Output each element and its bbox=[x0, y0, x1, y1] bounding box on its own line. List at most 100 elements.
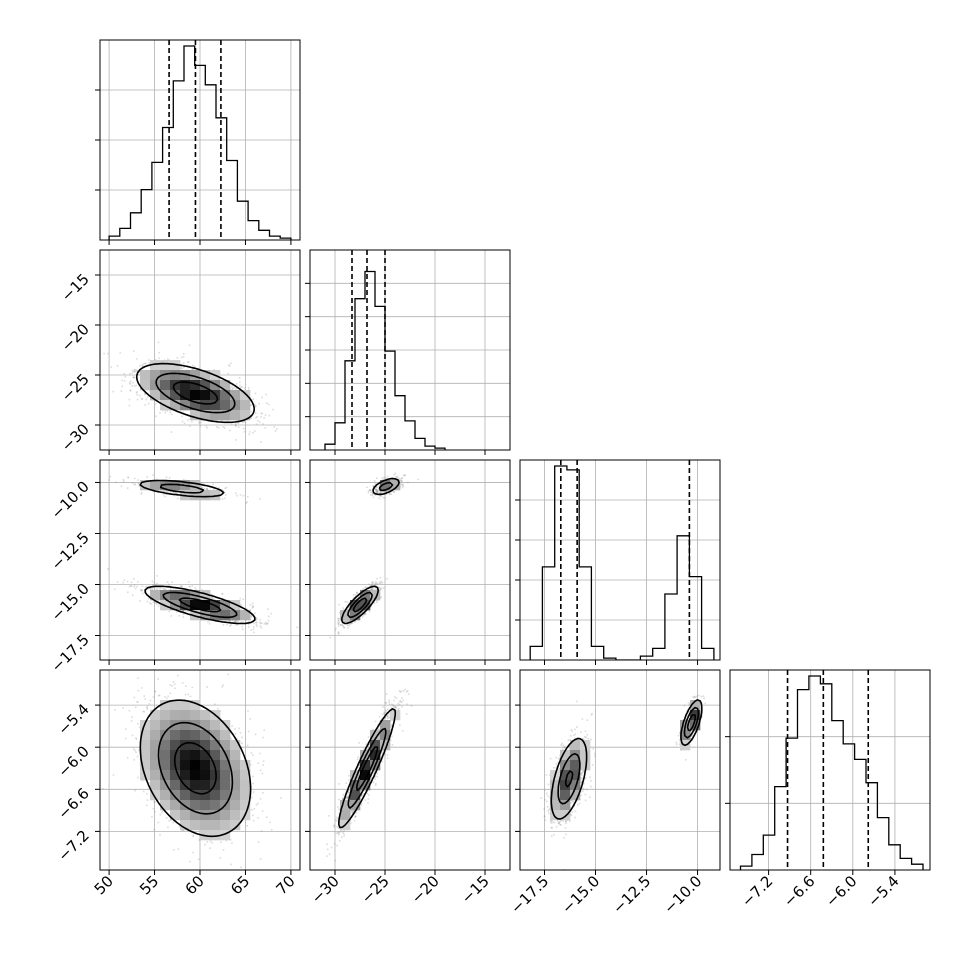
sample-point bbox=[347, 627, 349, 629]
sample-point bbox=[214, 703, 216, 706]
sample-point bbox=[255, 618, 258, 620]
sample-point bbox=[146, 707, 148, 709]
sample-point bbox=[148, 362, 151, 364]
sample-point bbox=[166, 697, 168, 700]
sample-point bbox=[136, 369, 138, 372]
sample-point bbox=[227, 673, 230, 676]
density-cell bbox=[160, 370, 171, 381]
sample-point bbox=[212, 598, 214, 601]
sample-point bbox=[250, 752, 253, 754]
sample-point bbox=[159, 813, 162, 816]
sample-point bbox=[173, 849, 175, 851]
sample-point bbox=[169, 411, 171, 413]
sample-point bbox=[349, 606, 351, 608]
sample-point bbox=[182, 479, 185, 481]
sample-point bbox=[206, 487, 208, 490]
sample-point bbox=[162, 587, 164, 590]
sample-point bbox=[255, 423, 258, 425]
sample-point bbox=[269, 821, 271, 824]
sample-point bbox=[198, 421, 200, 423]
sample-point bbox=[252, 775, 254, 778]
sample-point bbox=[139, 726, 141, 728]
y-tick-label: −15.0 bbox=[48, 580, 93, 625]
sample-point bbox=[157, 605, 160, 608]
sample-point bbox=[139, 364, 141, 367]
sample-point bbox=[371, 589, 374, 591]
density-cell bbox=[200, 780, 211, 791]
sample-point bbox=[380, 490, 382, 493]
sample-point bbox=[274, 430, 277, 432]
sample-point bbox=[133, 369, 136, 371]
sample-point bbox=[166, 491, 169, 493]
density-cell bbox=[190, 400, 201, 411]
sample-point bbox=[348, 605, 350, 608]
x-tick-label: −6.6 bbox=[780, 872, 818, 910]
density-cell bbox=[160, 770, 171, 781]
density-cell bbox=[220, 820, 231, 831]
density-cell bbox=[240, 800, 251, 811]
sample-point bbox=[183, 366, 185, 368]
sample-point bbox=[254, 733, 257, 736]
sample-point bbox=[343, 626, 345, 629]
density-cell bbox=[180, 700, 191, 711]
y-tick-label: −12.5 bbox=[48, 529, 93, 574]
sample-point bbox=[144, 404, 146, 406]
y-tick-label: −7.2 bbox=[54, 827, 92, 865]
sample-point bbox=[198, 422, 201, 424]
sample-point bbox=[156, 575, 158, 577]
density-cell bbox=[220, 610, 231, 621]
sample-point bbox=[376, 584, 378, 586]
sample-point bbox=[251, 602, 254, 605]
sample-point bbox=[147, 396, 149, 398]
sample-point bbox=[354, 598, 357, 601]
sample-point bbox=[123, 480, 125, 483]
sample-point bbox=[187, 581, 190, 583]
sample-point bbox=[233, 386, 236, 389]
sample-point bbox=[247, 496, 249, 498]
sample-point bbox=[178, 825, 181, 828]
sample-point bbox=[240, 604, 243, 606]
sample-point bbox=[119, 352, 122, 354]
sample-point bbox=[183, 422, 186, 425]
density-cell bbox=[200, 750, 211, 761]
sample-point bbox=[136, 394, 139, 396]
density-cell bbox=[150, 740, 161, 751]
sample-point bbox=[182, 353, 185, 355]
sample-point bbox=[216, 426, 218, 428]
density-cell bbox=[230, 760, 241, 771]
x-tick-label: 60 bbox=[182, 872, 208, 898]
sample-point bbox=[247, 623, 250, 626]
sample-point bbox=[375, 486, 378, 488]
sample-point bbox=[126, 580, 129, 583]
sample-point bbox=[246, 825, 248, 827]
sample-point bbox=[355, 598, 357, 601]
density-cell bbox=[180, 600, 191, 611]
sample-point bbox=[234, 423, 237, 425]
density-cell bbox=[150, 710, 161, 721]
density-cell bbox=[170, 700, 181, 711]
sample-point bbox=[255, 405, 257, 407]
density-cell bbox=[240, 760, 251, 771]
y-tick-label: −17.5 bbox=[48, 631, 93, 676]
sample-point bbox=[220, 841, 222, 843]
sample-point bbox=[164, 409, 167, 412]
sample-point bbox=[230, 737, 232, 740]
sample-point bbox=[133, 376, 136, 378]
density-cell bbox=[180, 710, 191, 721]
sample-point bbox=[168, 584, 170, 586]
sample-point bbox=[235, 492, 237, 495]
density-cell bbox=[210, 610, 221, 621]
sample-point bbox=[222, 624, 225, 626]
sample-point bbox=[191, 585, 193, 587]
sample-point bbox=[154, 359, 157, 361]
sample-point bbox=[141, 365, 144, 367]
sample-point bbox=[176, 357, 179, 359]
sample-point bbox=[221, 489, 223, 491]
sample-point bbox=[146, 708, 149, 710]
sample-point bbox=[245, 608, 248, 610]
sample-point bbox=[158, 694, 161, 697]
sample-point bbox=[187, 829, 189, 832]
density-cell bbox=[190, 480, 201, 491]
density-cell bbox=[160, 740, 171, 751]
density-cell bbox=[190, 810, 201, 821]
